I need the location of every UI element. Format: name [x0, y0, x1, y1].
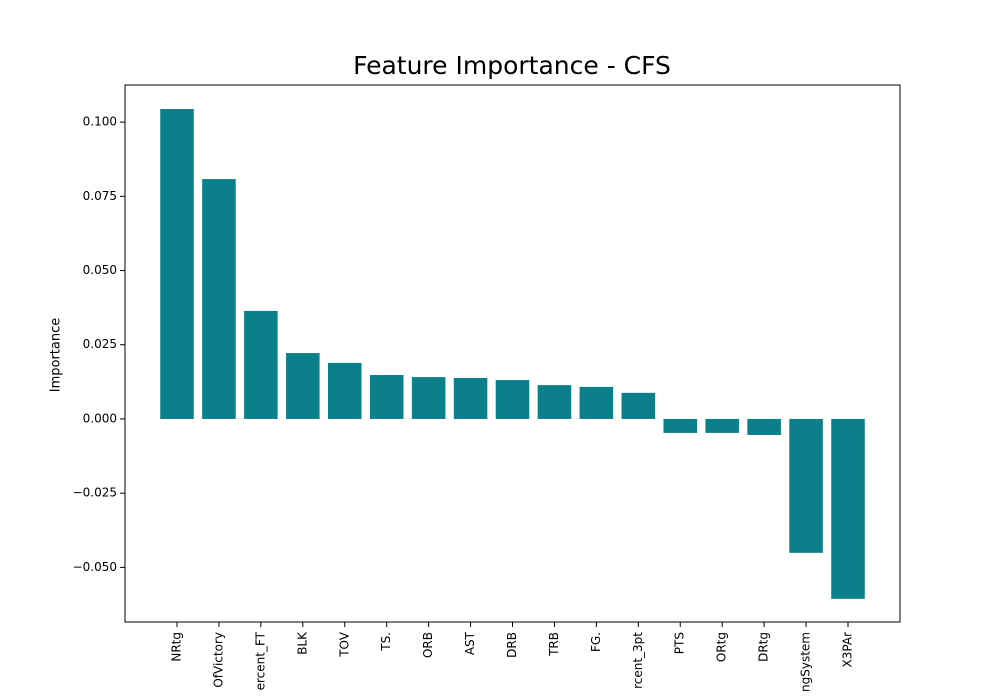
y-tick-label: 0.000 — [83, 411, 117, 425]
bar — [705, 418, 739, 433]
y-tick-label: 0.075 — [83, 189, 117, 203]
x-tick-label: ORB — [421, 632, 435, 658]
x-tick-label: rcent_3pt — [631, 632, 645, 689]
bar — [747, 418, 781, 435]
plot-frame — [124, 84, 901, 623]
bar — [537, 385, 572, 419]
x-tick-label: NRtg — [170, 632, 184, 662]
x-tick-label: AST — [463, 631, 477, 655]
y-tick-label: 0.100 — [83, 115, 117, 129]
bar — [244, 310, 278, 419]
x-tick-label: DRtg — [757, 632, 771, 662]
bar — [160, 109, 194, 419]
x-tick-label: FG. — [589, 632, 603, 652]
bar — [286, 353, 320, 419]
x-tick-label: ORtg — [715, 632, 729, 662]
x-tick-label: TS. — [379, 632, 393, 652]
x-tick-label: DRB — [505, 632, 519, 658]
bar — [789, 418, 823, 553]
bar — [369, 375, 404, 419]
bar — [663, 418, 698, 433]
x-tick-label: TRB — [547, 632, 561, 657]
x-tick-label: BLK — [295, 631, 309, 655]
y-tick-label: −0.050 — [73, 560, 117, 574]
x-tick-label: X3PAr — [840, 632, 854, 668]
y-tick-label: 0.050 — [83, 263, 117, 277]
x-tick-label: ngSystem — [799, 632, 813, 692]
y-tick-label: 0.025 — [83, 337, 117, 351]
y-tick-label: −0.025 — [73, 486, 117, 500]
x-tick-label: ercent_FT — [253, 631, 267, 690]
bar — [579, 386, 614, 419]
bar — [621, 392, 656, 419]
bar — [453, 377, 488, 419]
bar — [495, 380, 530, 419]
bar — [411, 377, 446, 419]
x-tick-label: TOV — [337, 631, 351, 658]
x-tick-label: OfVictory — [211, 632, 225, 688]
bar — [831, 418, 865, 599]
bar — [327, 362, 362, 419]
x-tick-label: PTS — [673, 632, 687, 654]
bar — [202, 179, 236, 419]
y-axis-label: Importance — [49, 318, 64, 393]
chart-title: Feature Importance - CFS — [353, 51, 671, 80]
